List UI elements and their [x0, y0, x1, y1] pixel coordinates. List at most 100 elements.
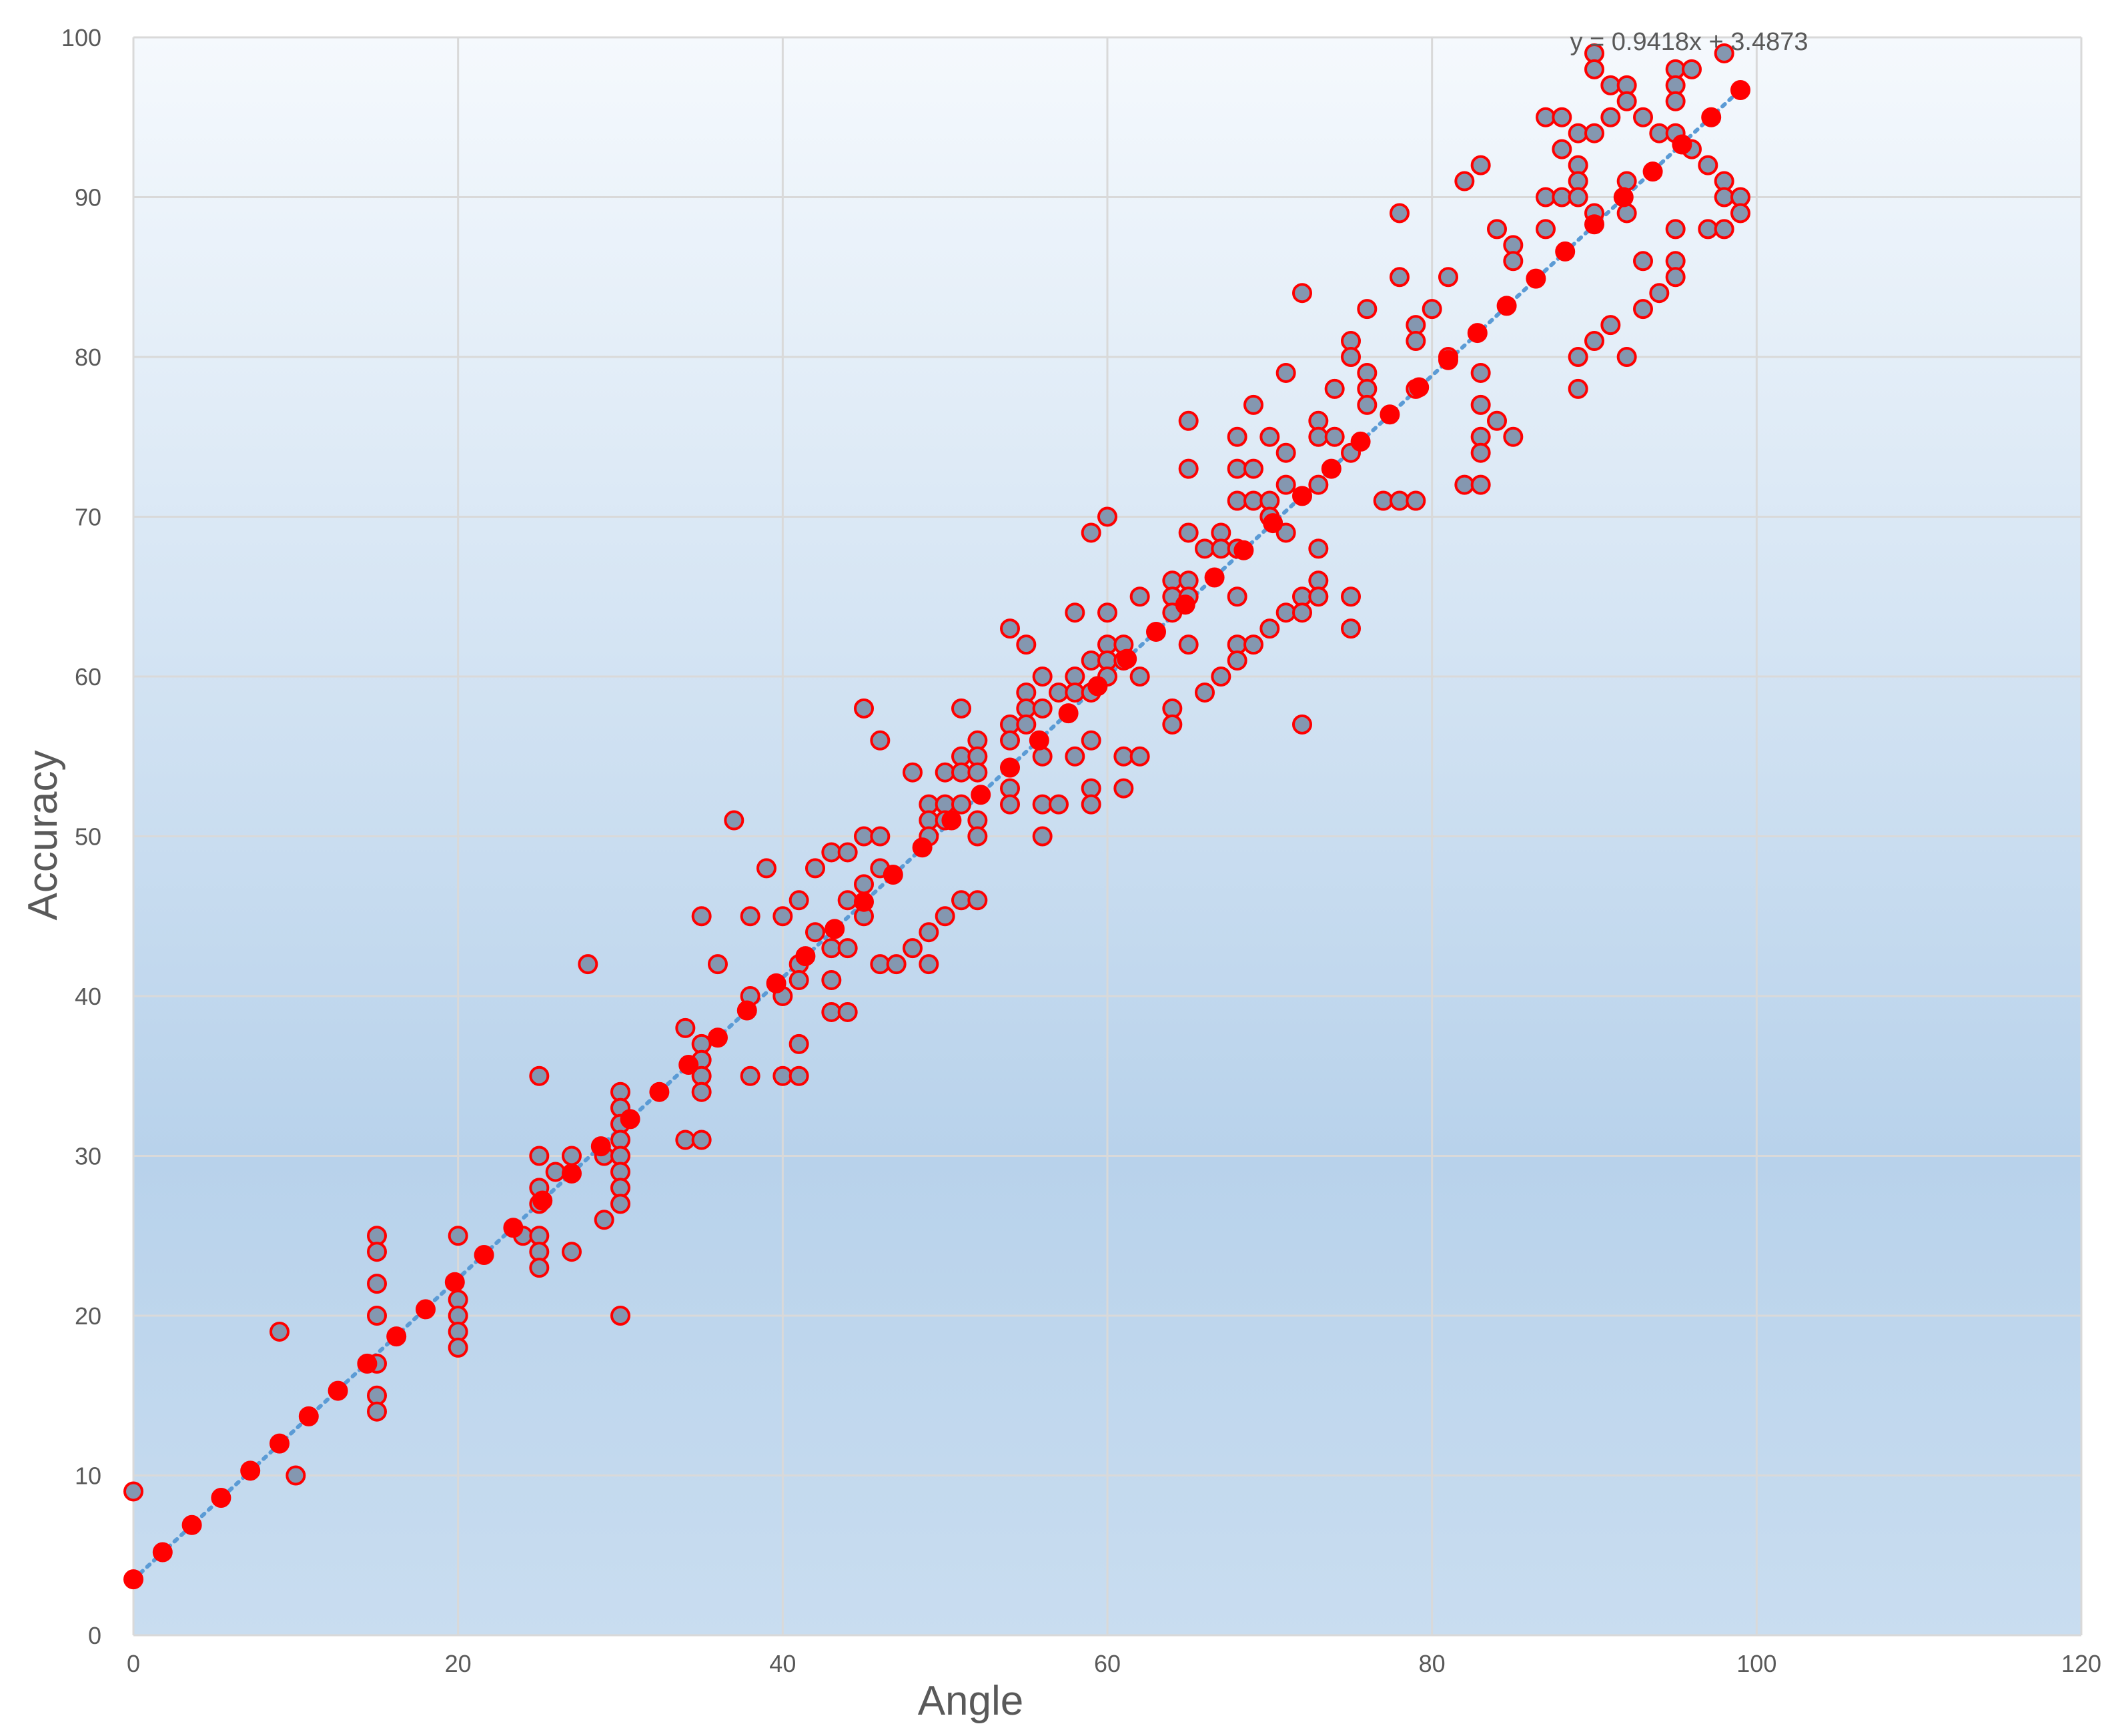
trendline-equation: y = 0.9418x + 3.4873: [1570, 28, 1808, 56]
observed-point: [675, 1017, 696, 1038]
observed-point: [1049, 794, 1069, 815]
fitted-point: [971, 785, 991, 805]
fitted-point: [1263, 513, 1283, 534]
observed-point: [1584, 59, 1604, 79]
observed-point: [1049, 682, 1069, 703]
observed-point: [1113, 746, 1134, 767]
observed-point: [1032, 746, 1053, 767]
x-tick-label: 100: [1736, 1650, 1776, 1677]
observed-point: [529, 1146, 550, 1166]
observed-point: [691, 906, 712, 927]
observed-point: [1503, 251, 1524, 272]
observed-point: [1129, 667, 1150, 687]
observed-point: [1211, 538, 1231, 559]
observed-point: [1568, 123, 1588, 143]
fitted-point: [1496, 296, 1517, 316]
fitted-point: [590, 1136, 611, 1157]
observed-point: [1633, 299, 1653, 320]
observed-point: [1584, 331, 1604, 352]
fitted-point: [795, 946, 816, 967]
tick-labels: 0 10 20 30 40 50 60 70 80 90 100 0 20 40 60 80 100 120: [61, 24, 2101, 1677]
observed-point: [1065, 682, 1085, 703]
observed-point: [1292, 714, 1312, 735]
observed-point: [562, 1146, 582, 1166]
observed-point: [1633, 251, 1653, 272]
fitted-point: [1146, 621, 1166, 642]
fitted-point: [1000, 757, 1020, 778]
observed-point: [821, 938, 842, 959]
fitted-point: [1584, 214, 1604, 235]
fitted-point: [270, 1433, 290, 1454]
observed-point: [837, 890, 858, 911]
observed-point: [1616, 171, 1637, 191]
observed-point: [1162, 714, 1183, 735]
observed-point: [1406, 331, 1426, 352]
observed-point: [1503, 426, 1524, 447]
fitted-point: [474, 1244, 494, 1265]
observed-point: [691, 1081, 712, 1102]
observed-point: [1178, 522, 1199, 543]
fitted-point: [181, 1514, 202, 1535]
observed-point: [1065, 746, 1085, 767]
observed-point: [1487, 410, 1507, 431]
observed-point: [367, 1306, 387, 1326]
observed-point: [935, 762, 955, 783]
observed-point: [1536, 107, 1556, 127]
fitted-point: [1029, 730, 1049, 751]
observed-point: [1682, 59, 1702, 79]
observed-point: [1227, 458, 1247, 479]
observed-point: [1454, 171, 1475, 191]
y-tick-label: 90: [75, 184, 101, 211]
observed-point: [1649, 123, 1670, 143]
observed-point: [1454, 474, 1475, 495]
fitted-point: [1204, 567, 1225, 588]
observed-point: [1097, 602, 1117, 623]
observed-point: [1357, 299, 1378, 320]
observed-point: [788, 890, 809, 911]
fitted-point: [444, 1272, 465, 1292]
observed-points-series: [123, 43, 1750, 1502]
observed-point: [967, 826, 988, 847]
fitted-point: [883, 864, 903, 885]
fitted-point: [825, 919, 845, 939]
observed-point: [529, 1258, 550, 1278]
observed-point: [610, 1194, 630, 1214]
observed-point: [903, 762, 923, 783]
observed-point: [1698, 155, 1718, 175]
observed-point: [1243, 394, 1263, 415]
observed-point: [724, 810, 744, 831]
observed-point: [740, 1065, 760, 1086]
fitted-point: [941, 810, 962, 831]
observed-point: [1097, 506, 1117, 527]
observed-point: [1470, 155, 1491, 175]
observed-point: [1275, 362, 1296, 383]
observed-point: [594, 1210, 614, 1230]
observed-point: [1292, 602, 1312, 623]
fitted-point: [1409, 377, 1430, 398]
observed-point: [1568, 347, 1588, 367]
observed-point: [1195, 682, 1215, 703]
fitted-point: [1526, 268, 1546, 289]
observed-point: [1275, 522, 1296, 543]
observed-point: [1324, 378, 1345, 399]
observed-point: [1422, 299, 1442, 320]
observed-point: [1275, 474, 1296, 495]
observed-point: [854, 698, 874, 719]
observed-point: [805, 922, 825, 943]
observed-point: [1552, 107, 1572, 127]
observed-point: [1341, 618, 1361, 639]
observed-point: [1438, 267, 1458, 288]
observed-point: [1616, 203, 1637, 224]
observed-point: [1259, 618, 1280, 639]
x-axis-title: Angle: [918, 1678, 1024, 1724]
observed-point: [1081, 522, 1101, 543]
observed-point: [1552, 187, 1572, 207]
observed-point: [854, 826, 874, 847]
observed-point: [1032, 794, 1053, 815]
y-tick-label: 70: [75, 504, 101, 531]
observed-point: [448, 1226, 468, 1246]
observed-point: [1065, 602, 1085, 623]
fitted-point: [1175, 594, 1195, 615]
observed-point: [854, 874, 874, 895]
